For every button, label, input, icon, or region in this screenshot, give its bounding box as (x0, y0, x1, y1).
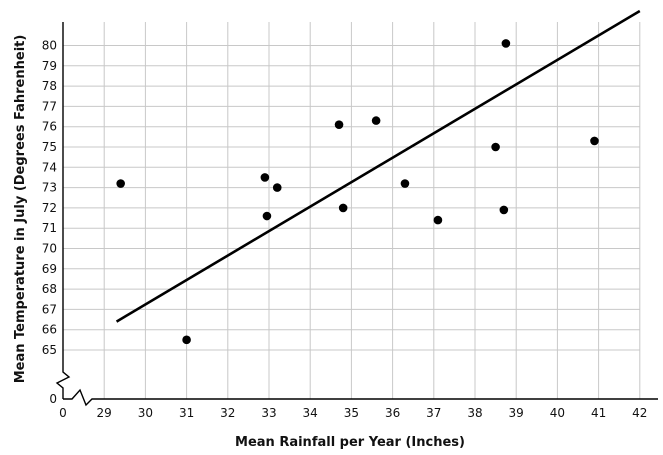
trend-line-group (115, 9, 641, 323)
y-tick-label: 70 (42, 242, 57, 256)
axes (55, 22, 658, 407)
x-tick-label: 30 (138, 406, 153, 420)
y-tick-label: 76 (42, 120, 57, 134)
data-point (182, 335, 191, 345)
data-point (590, 136, 599, 146)
y-tick-label: 65 (42, 343, 57, 357)
y-tick-label: 80 (42, 39, 57, 53)
data-point (116, 179, 125, 188)
x-tick-label: 40 (550, 406, 565, 420)
data-points (116, 39, 599, 345)
y-tick-label: 69 (42, 262, 57, 276)
data-point (334, 120, 344, 129)
x-tick-label: 33 (261, 406, 276, 420)
x-tick-label: 34 (303, 406, 318, 420)
data-point (272, 183, 282, 192)
y-tick-label: 79 (42, 59, 57, 73)
trend-line (115, 9, 641, 323)
y-tick-label: 77 (42, 99, 57, 113)
y-tick-label: 67 (42, 302, 57, 316)
data-point (491, 142, 500, 152)
data-point (371, 116, 381, 125)
data-point (501, 39, 511, 48)
grid (63, 22, 641, 399)
x-tick-label: 29 (97, 406, 112, 420)
y-tick-label: 66 (42, 323, 57, 337)
data-point (260, 173, 270, 182)
y-tick-label: 71 (42, 221, 57, 235)
x-tick-label: 36 (385, 406, 400, 420)
x-tick-label: 32 (220, 406, 235, 420)
y-axis-label: Mean Temperature in July (Degrees Fahren… (13, 35, 28, 384)
data-point (338, 203, 348, 213)
x-tick-label: 38 (467, 406, 482, 420)
x-tick-label: 0 (59, 406, 67, 420)
y-tick-label: 72 (42, 201, 57, 215)
y-tick-label: 68 (42, 282, 57, 296)
x-tick-label: 35 (344, 406, 359, 420)
x-tick-label: 37 (426, 406, 441, 420)
x-axis-label: Mean Rainfall per Year (Inches) (235, 435, 465, 450)
y-tick-label: 74 (42, 160, 57, 174)
y-tick-label: 78 (42, 79, 57, 93)
y-tick-label: 75 (42, 140, 57, 154)
y-tick-label: 73 (42, 181, 57, 195)
x-tick-label: 41 (591, 406, 606, 420)
data-point (433, 215, 443, 225)
x-tick-label: 39 (509, 406, 524, 420)
data-point (262, 211, 272, 221)
tick-labels: 0 29 30 31 32 33 34 35 36 37 38 39 40 41 42 0 65 66 67 68 69… (42, 39, 648, 421)
x-tick-label: 42 (632, 406, 647, 420)
data-point (400, 179, 410, 188)
x-axis (63, 388, 658, 407)
y-tick-label: 0 (49, 392, 57, 406)
data-point (499, 205, 509, 215)
x-tick-label: 31 (179, 406, 194, 420)
y-axis (55, 22, 71, 399)
